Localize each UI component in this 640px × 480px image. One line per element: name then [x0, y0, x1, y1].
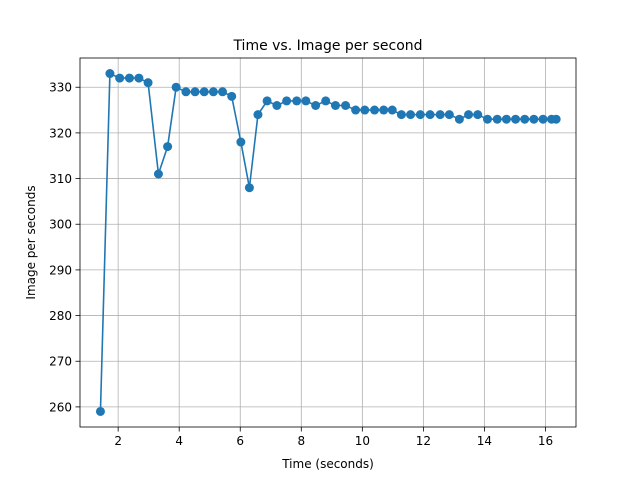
data-point — [379, 105, 389, 115]
data-point — [95, 406, 105, 416]
data-point — [454, 114, 464, 124]
data-point — [330, 101, 340, 110]
data-point — [292, 96, 302, 106]
data-point — [444, 110, 454, 120]
data-point — [387, 105, 397, 115]
data-point — [208, 87, 218, 97]
x-tick-label: 10 — [355, 434, 370, 448]
data-point — [473, 110, 483, 120]
x-axis-label: Time (seconds) — [281, 457, 374, 471]
data-point — [163, 142, 173, 152]
data-point — [227, 91, 237, 101]
y-tick-label: 320 — [49, 126, 72, 140]
data-point — [529, 114, 539, 124]
data-point — [134, 73, 144, 83]
data-point — [538, 114, 548, 124]
data-point — [301, 96, 311, 106]
data-point — [218, 87, 228, 97]
chart-title: Time vs. Image per second — [232, 38, 422, 54]
data-point — [272, 101, 282, 110]
y-tick-label: 290 — [49, 263, 72, 277]
data-point — [282, 96, 292, 106]
x-tick-label: 16 — [538, 434, 553, 448]
data-point — [551, 114, 561, 124]
y-tick-label: 300 — [49, 218, 72, 232]
plot-area-frame — [79, 57, 577, 428]
data-point — [244, 183, 254, 193]
data-point — [236, 137, 246, 147]
x-tick-label: 12 — [416, 434, 431, 448]
data-point — [190, 87, 200, 97]
y-axis-label: Image per seconds — [24, 185, 38, 299]
y-tick-label: 330 — [49, 81, 72, 95]
data-point — [464, 110, 474, 120]
x-tick-label: 2 — [114, 434, 122, 448]
data-point — [406, 110, 416, 120]
data-point — [153, 169, 163, 179]
data-point — [360, 105, 370, 115]
x-tick-label: 8 — [297, 434, 305, 448]
data-point — [415, 110, 425, 120]
data-series — [95, 69, 561, 416]
data-point — [370, 105, 380, 115]
y-tick-label: 280 — [49, 309, 72, 323]
x-tick-label: 4 — [175, 434, 183, 448]
data-point — [341, 101, 351, 110]
data-point — [492, 114, 502, 124]
x-tick-label: 14 — [477, 434, 492, 448]
data-point — [199, 87, 209, 97]
data-point — [105, 69, 115, 79]
data-point — [482, 114, 492, 124]
y-tick-label: 270 — [49, 355, 72, 369]
data-point — [321, 96, 331, 106]
data-point — [425, 110, 435, 120]
data-point — [435, 110, 445, 120]
data-point — [511, 114, 521, 124]
y-tick-label: 310 — [49, 172, 72, 186]
data-point — [520, 114, 530, 124]
data-point — [115, 73, 125, 83]
data-point — [351, 105, 361, 115]
data-point — [396, 110, 406, 120]
axis-ticks: 2 4 6 8 10 12 14 16 260 270 280 290 300 310 320 330 — [49, 81, 553, 448]
data-point — [124, 73, 134, 83]
grid-lines — [80, 58, 576, 427]
data-point — [181, 87, 191, 97]
y-tick-label: 260 — [49, 400, 72, 414]
data-point — [253, 110, 263, 120]
data-point — [143, 78, 153, 88]
data-point — [262, 96, 272, 106]
data-point — [171, 82, 181, 92]
data-point — [501, 114, 511, 124]
data-point — [311, 101, 321, 110]
x-tick-label: 6 — [236, 434, 244, 448]
